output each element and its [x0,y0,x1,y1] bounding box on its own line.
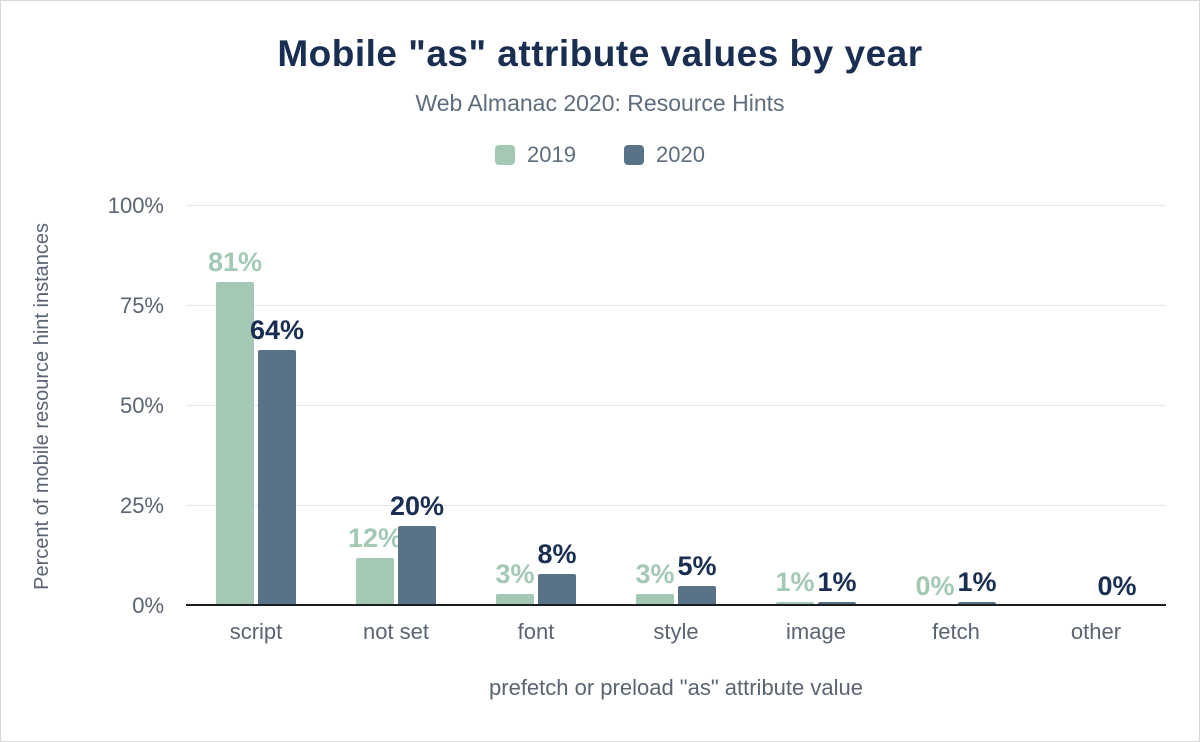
legend-label-2020: 2020 [656,142,705,167]
value-label-2020-image: 1% [817,567,857,597]
bar-slot-2019-style: 3% [635,206,675,606]
bar-slot-2019-script: 81% [208,206,262,606]
legend-swatch-2020 [624,145,644,165]
bar-group-not-set: 12% 20% [326,206,466,606]
y-tick-label-100: 100% [107,193,164,218]
x-tick-label-other: other [1070,619,1122,644]
plot-area: 0% 25% 50% 75% 100% 81% 64% 12% 20% 3% 8% 3% 5% 1% 1% 0… [108,193,1166,618]
bar-slot-2019-other [1056,206,1094,606]
y-axis-title: Percent of mobile resource hint instance… [19,206,65,606]
y-axis-title-text: Percent of mobile resource hint instance… [30,222,53,590]
bar-group-fetch: 0% 1% [886,206,1026,606]
y-tick-label-50: 50% [119,393,164,418]
gridline-50 [186,405,1166,406]
x-axis-title: prefetch or preload "as" attribute value [489,675,863,700]
bar-slot-2020-fetch: 1% [957,206,997,606]
y-tick-label-25: 25% [119,493,164,518]
bar-slot-2020-font: 8% [537,206,577,606]
x-tick-label-fetch: fetch [932,619,980,644]
value-label-2019-image: 1% [775,567,815,597]
bar-slot-2020-other: 0% [1097,206,1137,606]
legend-swatch-2019 [495,145,516,165]
x-tick-label-script: script [229,619,283,644]
chart-title: Mobile "as" attribute values by year [277,33,923,74]
value-label-2020-script: 64% [249,315,305,345]
value-label-2020-fetch: 1% [957,567,997,597]
bar-slot-2020-not-set: 20% [390,206,444,606]
bar-groups: 81% 64% 12% 20% 3% 8% 3% 5% 1% 1% 0% 1% 0% [186,206,1166,606]
value-label-2020-other: 0% [1097,571,1137,601]
gridline-25 [186,505,1166,506]
value-label-2020-font: 8% [537,539,577,569]
bar-group-script: 81% 64% [186,206,326,606]
legend-label-2019: 2019 [527,142,576,167]
bar-2019-not-set [356,558,394,606]
bar-group-font: 3% 8% [466,206,606,606]
bar-2020-font [538,574,576,606]
bar-slot-2019-image: 1% [775,206,815,606]
value-label-2020-style: 5% [677,551,717,581]
x-tick-label-not-set: not set [362,619,430,644]
bar-slot-2019-font: 3% [495,206,535,606]
chart-subtitle: Web Almanac 2020: Resource Hints [415,90,785,116]
gridline-100 [186,205,1166,206]
bar-slot-2020-style: 5% [677,206,717,606]
bar-2019-style [636,594,674,606]
y-tick-label-0: 0% [132,593,164,618]
x-axis-line [186,604,1166,606]
bar-2019-font [496,594,534,606]
legend-item-2020: 2020 [624,142,705,168]
bar-slot-2019-fetch: 0% [915,206,955,606]
legend: 2019 2020 [1,142,1199,168]
value-label-2019-fetch: 0% [915,571,955,601]
bar-group-style: 3% 5% [606,206,746,606]
bar-2020-script [258,350,296,606]
bar-group-other: 0% [1026,206,1166,606]
x-tick-row: script not set font style image fetch other [186,619,1166,645]
legend-item-2019: 2019 [495,142,576,168]
bar-2020-not-set [398,526,436,606]
bar-group-image: 1% 1% [746,206,886,606]
value-label-2019-not-set: 12% [347,523,403,553]
gridline-75 [186,305,1166,306]
y-tick-label-75: 75% [119,293,164,318]
bar-slot-2020-script: 64% [250,206,304,606]
value-label-2019-style: 3% [635,559,675,589]
bar-slot-2020-image: 1% [817,206,857,606]
value-label-2019-font: 3% [495,559,535,589]
x-tick-label-image: image [786,619,846,644]
x-tick-label-font: font [517,619,555,644]
bar-slot-2019-not-set: 12% [348,206,402,606]
bar-2019-script [216,282,254,606]
bar-2020-style [678,586,716,606]
value-label-2019-script: 81% [207,247,263,277]
value-label-2020-not-set: 20% [389,491,445,521]
x-tick-label-style: style [653,619,699,644]
